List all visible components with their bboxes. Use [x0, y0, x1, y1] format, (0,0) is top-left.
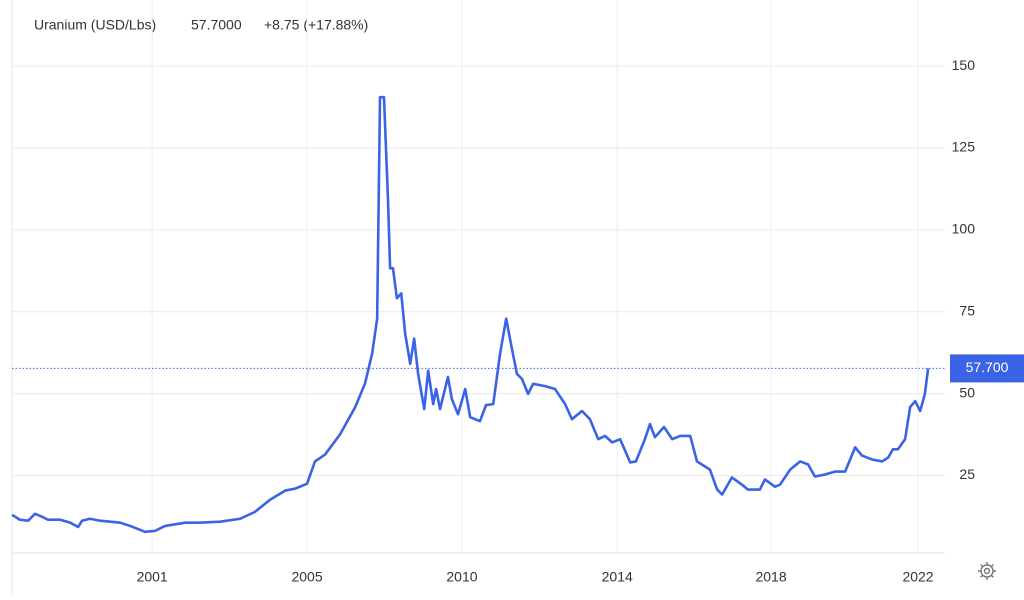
y-tick-label: 150	[952, 57, 976, 73]
change: +8.75 (+17.88%)	[264, 17, 368, 33]
settings-icon[interactable]	[978, 562, 996, 580]
chart-title: Uranium (USD/Lbs)	[34, 17, 156, 33]
x-tick-label: 2005	[291, 569, 322, 585]
y-tick-label: 125	[952, 139, 976, 155]
x-tick-label: 2010	[446, 569, 477, 585]
line	[11, 95, 930, 534]
y-tick-label: 25	[959, 466, 975, 482]
last-value-tag	[950, 354, 1024, 383]
x-tick-label: 2001	[137, 569, 168, 585]
y-tick-label: 100	[952, 221, 976, 237]
x-tick-label: 2022	[902, 569, 933, 585]
x-tick-label: 2018	[755, 569, 786, 585]
x-tick-label: 2014	[602, 569, 633, 585]
price: 57.7000	[191, 17, 242, 33]
y-tick-label: 50	[959, 384, 975, 400]
last-value-label: 57.700	[966, 359, 1009, 375]
y-tick-label: 75	[959, 302, 975, 318]
